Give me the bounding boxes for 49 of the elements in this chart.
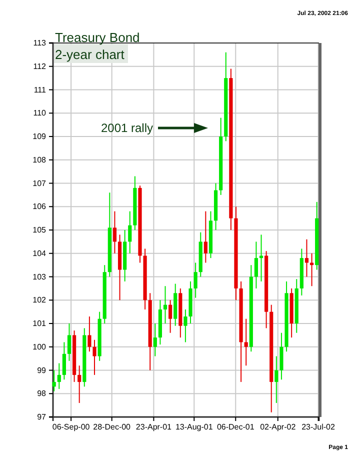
candlestick	[57, 362, 61, 390]
candlestick	[274, 356, 278, 404]
candlestick	[304, 238, 309, 278]
annotation: 2001 rally	[100, 121, 153, 135]
candlestick	[62, 342, 66, 380]
candlestick	[204, 210, 208, 264]
candlestick	[259, 234, 264, 282]
y-tick-label: 108	[32, 155, 47, 164]
candlestick	[78, 365, 82, 404]
y-tick-label: 102	[32, 296, 47, 305]
candlestick	[244, 318, 248, 366]
y-tick-label: 106	[32, 202, 47, 212]
x-tick-label: 23-Jul-02	[302, 422, 336, 432]
y-tick-label: 111	[34, 85, 47, 94]
candlestick	[67, 323, 72, 362]
candlestick	[88, 316, 92, 352]
candlestick	[153, 323, 157, 357]
x-tick-label: 28-Dec-00	[93, 422, 132, 432]
y-tick-label: 110	[33, 108, 47, 118]
candlestick	[92, 339, 96, 376]
x-tick-label: 23-Apr-01	[136, 422, 172, 432]
candlestick	[194, 262, 198, 298]
y-tick-label: 105	[32, 226, 47, 235]
chart-title: Treasury Bond	[55, 30, 140, 45]
y-tick-label: 112	[33, 62, 47, 71]
x-tick-label: 06-Dec-01	[216, 422, 255, 432]
y-tick-label: 113	[33, 38, 47, 48]
y-tick-label: 98	[37, 389, 47, 398]
candlestick	[52, 370, 56, 392]
candlestick	[163, 286, 168, 324]
chart-subtitle: 2-year chart	[55, 47, 125, 62]
y-tick-label: 104	[32, 248, 47, 258]
candlestick	[128, 210, 132, 254]
candlestick	[168, 300, 172, 334]
candlestick	[112, 210, 117, 254]
y-tick-label: 109	[32, 132, 47, 142]
x-tick-label: 02-Apr-02	[260, 422, 296, 432]
y-tick-label: 97	[37, 412, 47, 422]
candlestick	[184, 308, 188, 343]
x-tick-label: 06-Sep-00	[52, 422, 90, 432]
y-tick-label: 103	[32, 272, 47, 282]
y-tick-label: 107	[32, 178, 47, 188]
x-tick-label: 13-Aug-01	[175, 422, 214, 432]
y-tick-label: 99	[37, 366, 47, 375]
candlestick	[280, 332, 284, 380]
y-tick-label: 100	[32, 342, 47, 352]
candlestick	[254, 241, 258, 289]
y-tick-label: 101	[32, 319, 47, 328]
candlestick	[310, 252, 314, 287]
